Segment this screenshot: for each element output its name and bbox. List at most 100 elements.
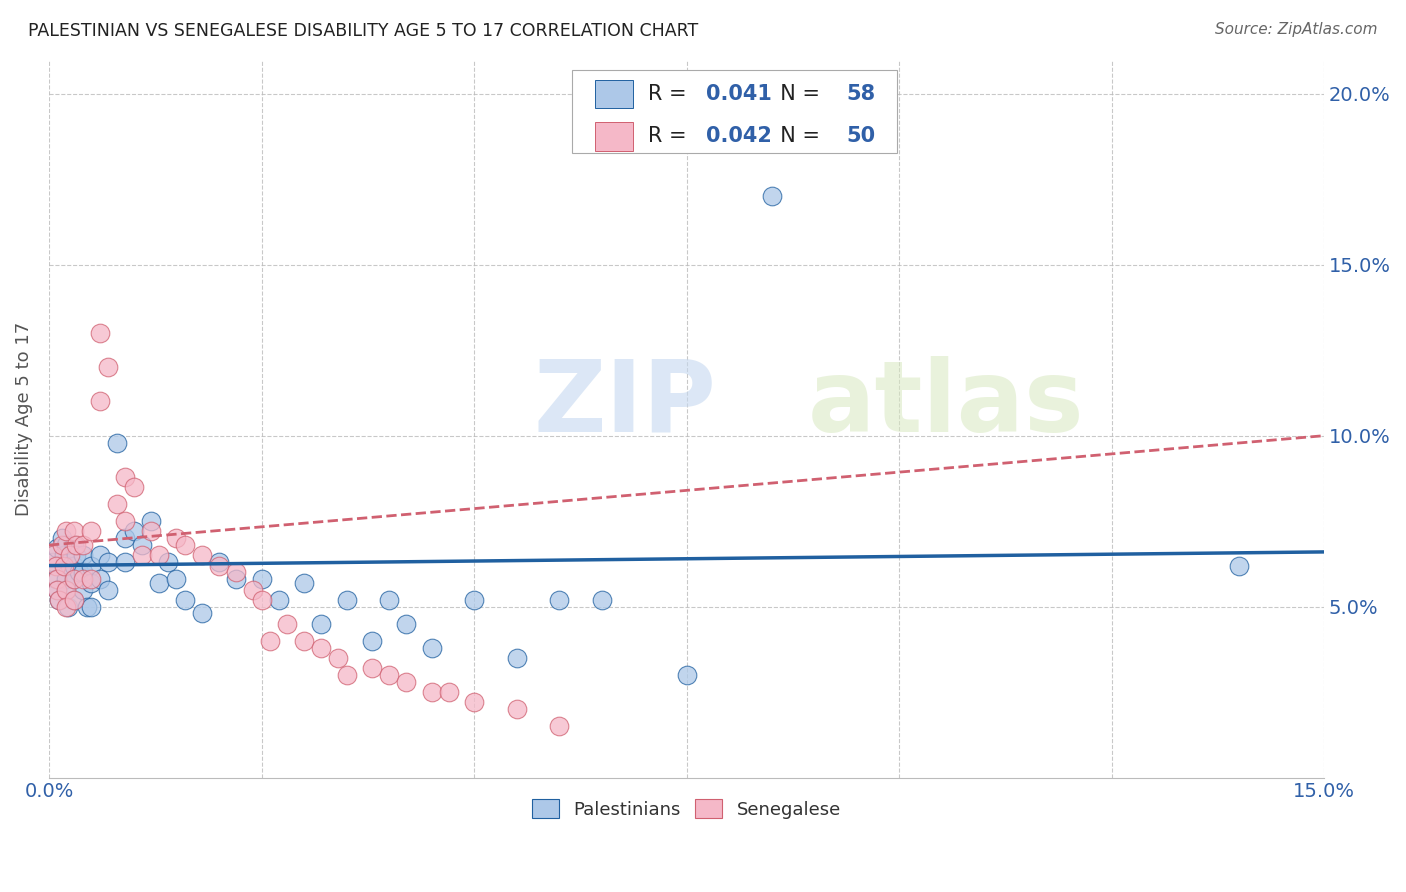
Point (139, 524, 162, 539)
Point (420, 640, 443, 655)
Point (378, 668, 401, 682)
Text: N =: N = (766, 127, 827, 146)
Point (378, 592, 401, 607)
Point (80, 599, 103, 614)
Point (89, 572, 111, 586)
Point (63, 572, 86, 586)
Point (122, 480, 145, 494)
Point (191, 607, 214, 621)
Point (326, 651, 349, 665)
Point (361, 661, 384, 675)
Point (55, 582, 77, 597)
Point (105, 497, 128, 511)
FancyBboxPatch shape (572, 70, 897, 153)
Point (166, 531, 188, 545)
Point (114, 514, 136, 528)
Point (63, 524, 86, 539)
Point (63, 592, 86, 607)
Point (242, 582, 264, 597)
Point (72, 566, 94, 580)
Point (276, 616, 298, 631)
Point (67, 566, 90, 580)
Point (463, 592, 485, 607)
Text: 58: 58 (846, 84, 875, 104)
Point (63, 572, 86, 586)
Point (56, 599, 79, 614)
Point (80, 575, 103, 590)
Point (105, 435, 128, 450)
Point (267, 592, 290, 607)
Point (1227, 558, 1250, 573)
Point (420, 685, 443, 699)
Point (548, 592, 571, 607)
Point (225, 566, 247, 580)
Point (259, 633, 281, 648)
Point (309, 640, 332, 655)
Point (166, 572, 188, 586)
Point (335, 592, 357, 607)
Text: 0.041: 0.041 (706, 84, 772, 104)
Point (80, 558, 103, 573)
Point (72, 538, 94, 552)
Point (89, 549, 111, 563)
Point (80, 572, 103, 586)
Point (156, 555, 179, 569)
Point (53, 549, 76, 563)
Point (591, 592, 613, 607)
Point (395, 616, 418, 631)
Point (208, 558, 231, 573)
Point (395, 674, 418, 689)
Point (97, 555, 120, 569)
Point (675, 668, 697, 682)
Point (131, 538, 153, 552)
Point (80, 524, 103, 539)
Point (114, 531, 136, 545)
Point (63, 592, 86, 607)
Point (63, 558, 86, 573)
Point (46, 541, 69, 556)
Point (65, 549, 87, 563)
Point (55, 538, 77, 552)
Text: R =: R = (648, 84, 693, 104)
Point (250, 572, 273, 586)
Point (46, 572, 69, 586)
Point (139, 514, 162, 528)
Point (72, 572, 94, 586)
Text: 50: 50 (846, 127, 875, 146)
Point (48, 592, 70, 607)
Point (55, 599, 77, 614)
Point (65, 538, 87, 552)
Point (45, 572, 67, 586)
Point (250, 592, 273, 607)
Point (122, 524, 145, 539)
Point (505, 651, 527, 665)
Point (463, 695, 485, 709)
Point (59, 549, 82, 563)
Point (761, 189, 783, 203)
Text: N =: N = (766, 84, 827, 104)
Point (309, 616, 332, 631)
Text: ZIP: ZIP (533, 356, 717, 453)
Point (46, 582, 69, 597)
Text: PALESTINIAN VS SENEGALESE DISABILITY AGE 5 TO 17 CORRELATION CHART: PALESTINIAN VS SENEGALESE DISABILITY AGE… (28, 22, 699, 40)
Point (208, 555, 231, 569)
Point (89, 326, 111, 340)
Point (55, 572, 77, 586)
Point (55, 524, 77, 539)
Point (97, 582, 120, 597)
Point (148, 549, 170, 563)
Text: R =: R = (648, 127, 693, 146)
Text: atlas: atlas (807, 356, 1084, 453)
Point (505, 702, 527, 716)
FancyBboxPatch shape (595, 122, 633, 151)
Point (76, 599, 98, 614)
Point (292, 633, 315, 648)
Point (53, 558, 76, 573)
Point (335, 668, 357, 682)
Point (548, 719, 571, 733)
Point (46, 582, 69, 597)
Point (63, 538, 86, 552)
Point (51, 531, 73, 545)
Point (48, 592, 70, 607)
Point (45, 558, 67, 573)
